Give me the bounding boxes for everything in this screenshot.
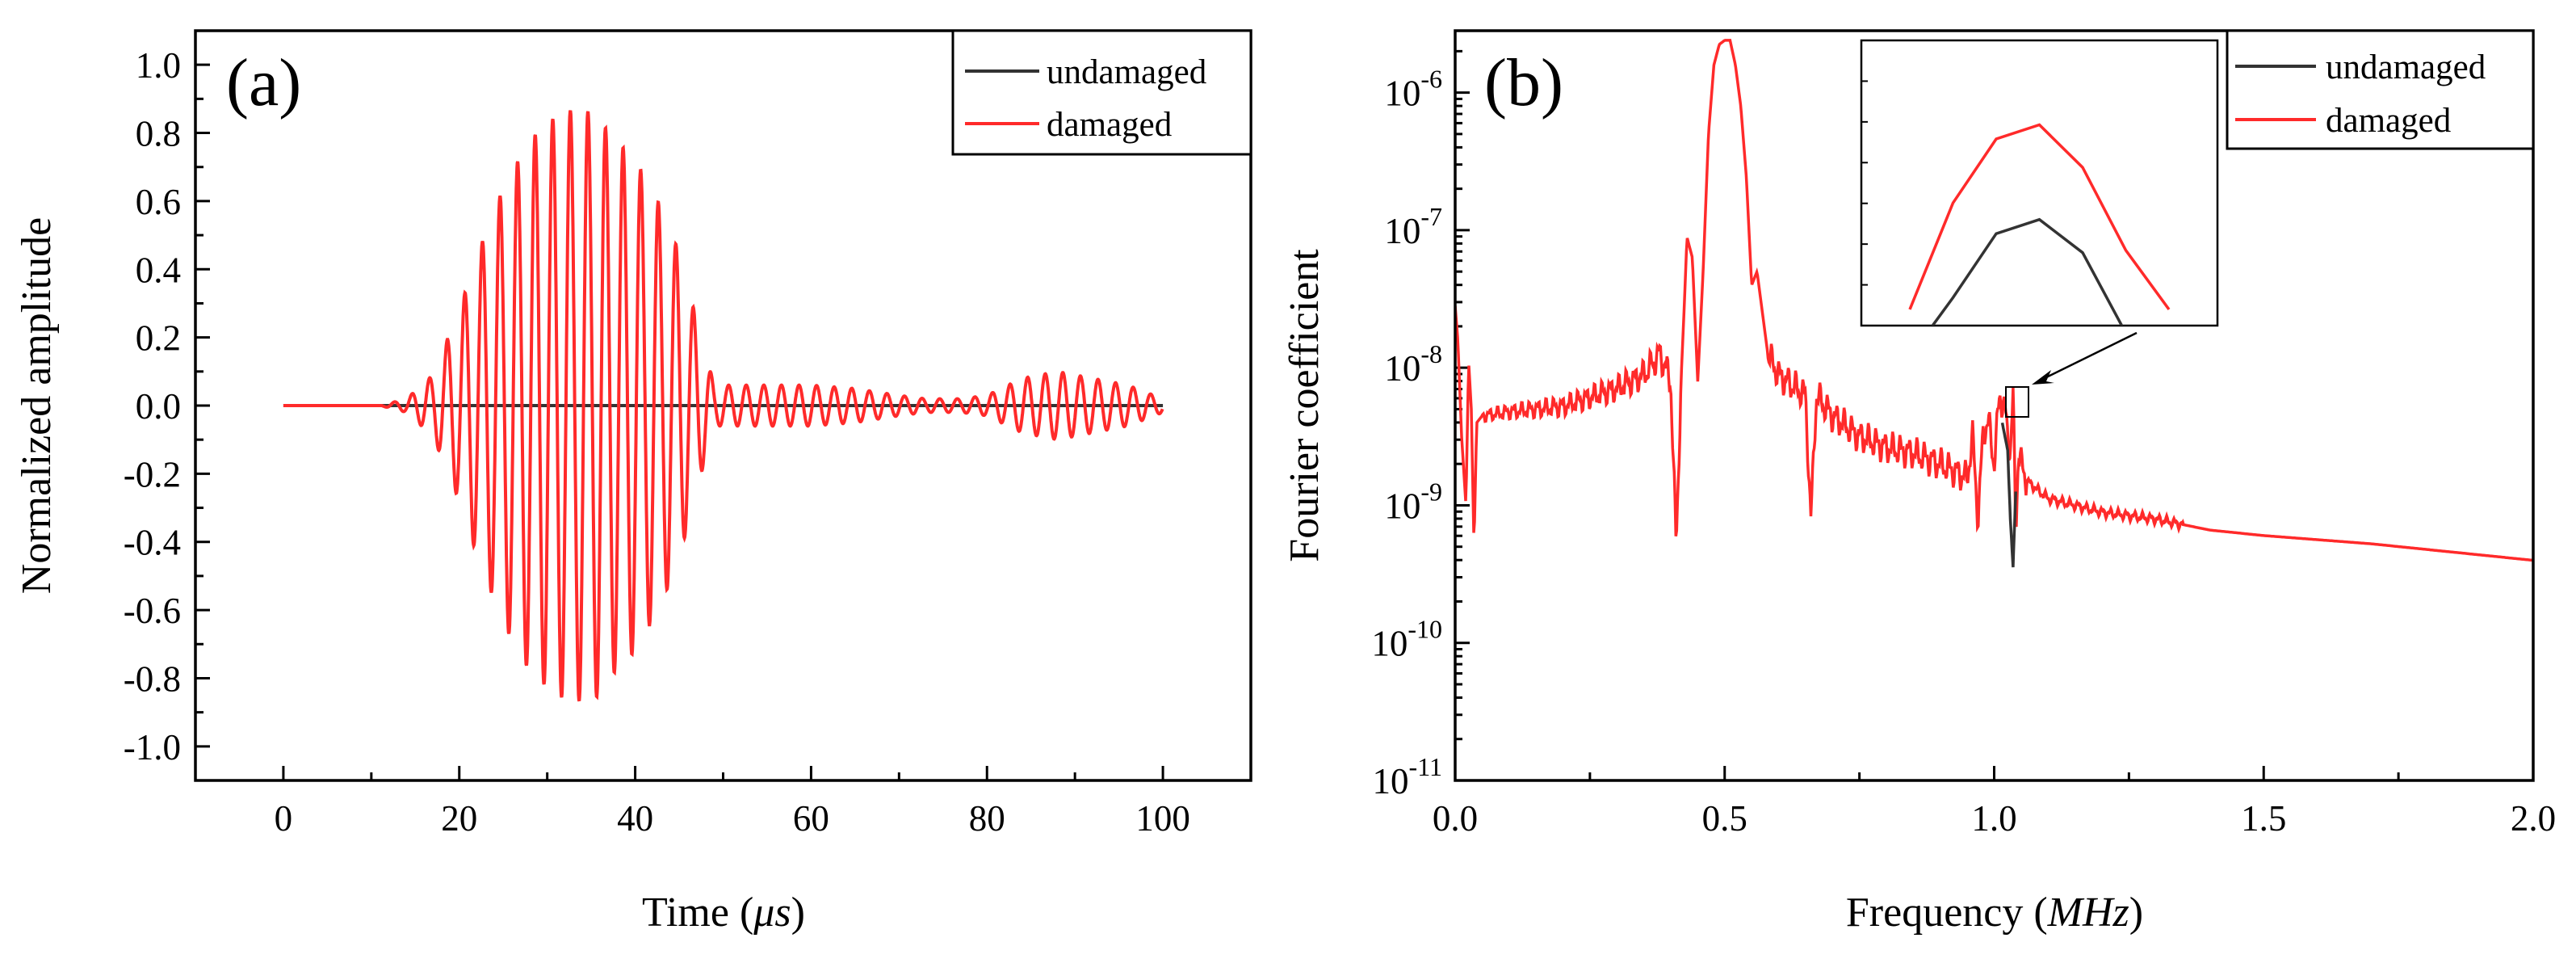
panel-b-y-tick-label: 10-9 [1384,477,1442,526]
panel-a-y-tick-label: 0.0 [136,386,181,427]
panel-b-legend-label-undamaged: undamaged [2326,48,2486,86]
panel-b-series-undamaged [2000,422,2017,568]
panel-b-inset [1860,39,2219,418]
panel-b: 0.0 0.5 1.0 1.5 2.0 10-1110-1010-910-810-710… [1282,29,2556,936]
panel-b-zoom-arrow [2041,331,2138,381]
panel-b-y-tick-label: 10-8 [1384,339,1442,389]
panel-a-y-tick-label: -0.4 [124,523,181,563]
panel-a-y-tick-label: 0.4 [136,250,181,290]
panel-a-y-axis-title: Normalized amplitude [14,217,60,594]
panel-b-y-tick-label: 10-10 [1371,615,1442,664]
panel-b-plot-frame [1454,29,2535,782]
panel-b-series-damaged [1455,39,2533,562]
panel-b-x-tick-label: 1.5 [2241,798,2286,839]
panel-a-y-tick-label: -1.0 [124,727,181,768]
panel-b-y-tick-label: 10-7 [1384,202,1442,251]
panel-a-x-tick-label: 80 [969,798,1005,839]
panel-b-y-tick-label: 10-6 [1384,65,1442,114]
panel-b-legend-box [2226,29,2535,150]
panel-a-y-tick-labels: -1.0 -0.8 -0.6 -0.4 -0.2 0.0 0.2 0.4 0.6 0.8 1.0 [124,45,181,768]
panel-b-zoom-arrowhead [2032,370,2054,385]
panel-a-y-tick-label: 1.0 [136,45,181,86]
panel-b-inset-series-undamaged [1931,217,2124,326]
panel-a-legend-box [951,29,1252,156]
panel-b-y-tick-labels: 10-11 10-10 10-9 10-8 10-7 10-6 [1371,65,1442,801]
panel-a-x-tick-labels: 0 20 40 60 80 100 [275,798,1190,839]
panel-a-y-tick-label: -0.6 [124,591,181,631]
panel-b-legend-label-damaged: damaged [2326,102,2451,140]
panel-b-y-tick-label: 10-11 [1373,752,1442,801]
panel-a-x-axis-title: Time (μs) [642,890,805,936]
panel-a-x-tick-label: 0 [275,798,293,839]
panel-b-x-tick-label: 2.0 [2511,798,2556,839]
panel-a-y-tick-label: 0.6 [136,182,181,222]
panel-a-y-tick-label: -0.2 [124,454,181,494]
panel-b-legend: undamaged damaged [2226,29,2535,150]
panel-a-y-tick-label: 0.2 [136,318,181,359]
panel-b-inset-series-damaged [1908,123,2171,311]
panel-b-x-tick-label: 0.5 [1702,798,1747,839]
panel-a-x-tick-label: 20 [441,798,477,839]
panel-b-x-tick-label: 1.0 [1971,798,2016,839]
panel-b-x-axis-title: Frequency (MHz) [1846,890,2143,936]
panel-b-y-axis-title: Fourier coefficient [1282,249,1328,562]
panel-a-legend: undamaged damaged [951,29,1252,156]
panel-a-plot-frame [194,29,1252,782]
panel-b-label: (b) [1484,45,1563,120]
panel-b-inset-ticks [1861,80,1868,286]
panel-a-y-tick-label: -0.8 [124,658,181,699]
panel-a-label: (a) [226,45,301,120]
panel-a-legend-label-undamaged: undamaged [1047,53,1206,91]
panel-b-x-tick-label: 0.0 [1433,798,1478,839]
panel-a-series-damaged [283,110,1164,702]
panel-a-x-tick-label: 60 [793,798,829,839]
panel-a-legend-label-damaged: damaged [1047,106,1172,144]
panel-b-zoom-region-marker [2005,386,2029,418]
panel-a-y-tick-label: 0.8 [136,114,181,154]
panel-a-x-tick-label: 40 [617,798,653,839]
panel-a-x-tick-label: 100 [1135,798,1190,839]
panel-b-inset-frame [1860,39,2219,327]
panel-b-x-tick-labels: 0.0 0.5 1.0 1.5 2.0 [1433,798,2556,839]
panel-a: 0 20 40 60 80 100 -1.0 -0.8 -0.6 -0.4 -0.2 0.0 0.2 0… [14,29,1252,936]
